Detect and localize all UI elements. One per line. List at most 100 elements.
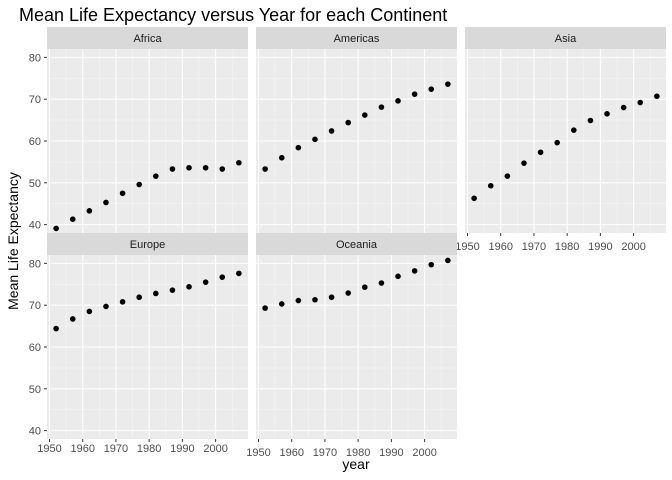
x-tick-label: 1970 (522, 241, 546, 253)
data-point-oceania (428, 261, 435, 268)
data-point-asia (620, 104, 627, 111)
y-tick-label: 40 (29, 220, 41, 232)
data-point-oceania (345, 290, 351, 296)
data-point-asia (487, 182, 494, 189)
data-point-europe (169, 287, 176, 293)
data-point-asia (637, 99, 644, 106)
x-tick-label: 1950 (246, 447, 270, 459)
data-point-americas (328, 128, 335, 134)
strip-label-oceania: Oceania (336, 239, 378, 251)
strip-americas (256, 27, 457, 49)
data-point-asia (554, 139, 560, 146)
y-tick-label: 80 (29, 258, 41, 270)
data-point-oceania (378, 280, 385, 286)
data-point-oceania (362, 284, 368, 291)
x-tick-label: 1970 (104, 443, 128, 455)
data-point-africa (169, 166, 176, 172)
data-point-asia (537, 149, 544, 156)
strip-oceania (256, 233, 457, 255)
strip-europe (47, 233, 248, 255)
strip-label-asia: Asia (555, 33, 577, 45)
x-tick-label: 1990 (170, 443, 194, 455)
y-tick-label: 60 (29, 342, 41, 354)
strip-africa (47, 27, 248, 49)
data-point-europe (219, 274, 226, 280)
chart-title: Mean Life Expectancy versus Year for eac… (19, 5, 447, 25)
x-tick-label: 1960 (70, 443, 94, 455)
data-point-africa (103, 199, 109, 206)
data-point-africa (53, 225, 59, 232)
y-tick-label: 50 (29, 384, 41, 396)
facet-africa: Africa 40 50 60 70 80 (29, 27, 248, 233)
facet-asia: Asia 1950 1960 1970 1980 1990 2000 (455, 27, 666, 253)
x-tick-label: 1950 (37, 443, 61, 455)
data-point-americas (312, 136, 318, 143)
facet-europe: Europe 40 50 60 70 80 1950 1960 1970 1980 1990 2000 (29, 233, 248, 455)
data-point-asia (521, 160, 527, 166)
data-point-africa (119, 190, 126, 197)
data-point-europe (53, 325, 59, 332)
data-point-oceania (411, 268, 418, 274)
data-point-oceania (312, 296, 318, 303)
data-point-europe (236, 270, 242, 277)
data-point-americas (395, 98, 401, 104)
data-point-africa (153, 173, 159, 179)
facet-americas: Americas (256, 27, 457, 233)
data-point-asia (471, 195, 477, 202)
x-tick-label: 1980 (346, 447, 370, 459)
data-point-europe (153, 290, 159, 297)
data-point-americas (278, 154, 285, 161)
data-point-asia (604, 111, 610, 117)
data-point-americas (295, 144, 302, 151)
y-tick-label: 70 (29, 300, 41, 312)
x-tick-label: 1960 (488, 241, 512, 253)
data-point-europe (86, 308, 93, 315)
data-point-americas (411, 91, 418, 97)
y-tick-label: 70 (29, 94, 41, 106)
x-tick-label: 1950 (455, 241, 479, 253)
data-point-asia (654, 93, 660, 100)
data-point-oceania (278, 301, 285, 307)
strip-label-americas: Americas (334, 33, 380, 45)
data-point-europe (103, 303, 109, 310)
data-point-americas (445, 81, 451, 87)
strip-asia (465, 27, 666, 49)
data-point-americas (378, 104, 385, 110)
data-point-americas (362, 112, 368, 118)
data-point-africa (86, 208, 93, 214)
data-point-oceania (328, 294, 335, 301)
data-point-asia (504, 173, 511, 179)
x-tick-label: 2000 (203, 443, 227, 455)
x-tick-label: 2000 (412, 447, 436, 459)
data-point-africa (69, 216, 76, 222)
x-axis-title: year (342, 456, 370, 472)
x-tick-label: 1970 (313, 447, 337, 459)
strip-label-africa: Africa (133, 33, 162, 45)
data-point-europe (136, 294, 142, 301)
y-axis-title: Mean Life Expectancy (5, 172, 21, 310)
data-point-africa (219, 166, 226, 172)
data-point-europe (69, 316, 76, 322)
data-point-oceania (445, 257, 451, 264)
x-tick-label: 1960 (279, 447, 303, 459)
data-point-oceania (262, 305, 268, 311)
data-point-oceania (295, 297, 302, 304)
data-point-africa (186, 164, 192, 171)
y-tick-label: 40 (29, 426, 41, 438)
data-point-americas (262, 166, 268, 172)
data-point-europe (202, 279, 209, 285)
data-point-americas (345, 119, 351, 126)
x-tick-label: 1990 (379, 447, 403, 459)
data-point-asia (571, 127, 577, 133)
data-point-europe (119, 299, 126, 305)
data-point-americas (428, 86, 435, 92)
data-point-europe (186, 283, 192, 290)
data-point-oceania (395, 273, 401, 280)
x-tick-label: 1980 (555, 241, 579, 253)
x-tick-label: 2000 (621, 241, 645, 253)
strip-label-europe: Europe (130, 239, 165, 251)
y-tick-label: 60 (29, 136, 41, 148)
data-point-africa (202, 164, 209, 171)
facet-panels: Africa 40 50 60 70 80 Americas Asia 1950 1960 1970… (29, 27, 666, 459)
